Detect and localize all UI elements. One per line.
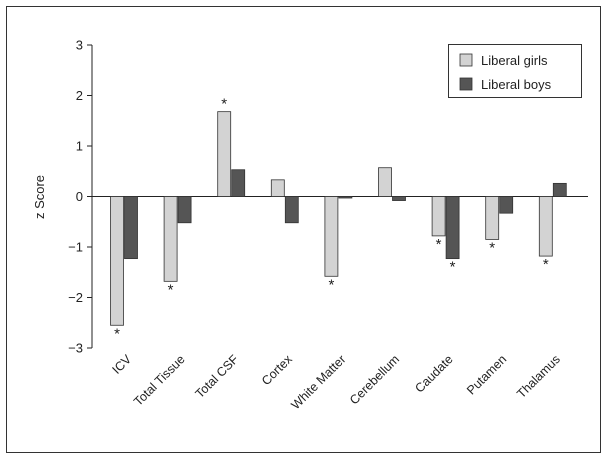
legend-swatch <box>459 77 473 91</box>
x-tick-label: Total CSF <box>193 352 242 401</box>
y-tick-label: −1 <box>68 240 83 255</box>
legend-label: Liberal girls <box>481 53 548 68</box>
x-tick-label: Caudate <box>412 352 455 395</box>
bar-boys-cerebellum <box>392 196 406 201</box>
legend-label: Liberal boys <box>481 77 552 92</box>
bar-boys-cortex <box>284 196 299 224</box>
x-tick-label: Cerebellum <box>347 352 402 407</box>
x-tick-label: White Matter <box>289 352 349 412</box>
significance-star: * <box>543 256 549 273</box>
bar-girls-icv <box>110 196 124 326</box>
bar-boys-icv <box>124 196 138 260</box>
bar-boys-caudate <box>445 196 460 260</box>
y-tick-label: −2 <box>68 290 83 305</box>
bars <box>110 111 567 326</box>
significance-star: * <box>436 236 442 253</box>
bar-boys-putamen <box>499 196 514 214</box>
x-tick-label: Total Tissue <box>131 352 188 409</box>
significance-star: * <box>450 259 456 276</box>
bar-girls-total-csf <box>217 111 232 197</box>
significance-star: * <box>168 281 174 298</box>
x-tick-label: Thalamus <box>514 352 563 401</box>
y-tick-label: 2 <box>76 88 83 103</box>
bar-boys-total-tissue <box>177 196 192 224</box>
significance-star: * <box>114 325 120 342</box>
bar-girls-cortex <box>270 179 285 197</box>
bar-boys-total-csf <box>231 169 246 197</box>
y-tick-label: −3 <box>68 341 83 356</box>
significance-star: * <box>489 239 495 256</box>
x-tick-label: ICV <box>109 352 134 377</box>
bar-boys-white-matter <box>338 196 353 199</box>
y-tick-label: 3 <box>76 38 83 53</box>
legend-swatch <box>459 53 473 67</box>
y-axis-label: z Score <box>32 175 47 219</box>
significance-star: * <box>221 96 227 113</box>
x-tick-label: Cortex <box>259 352 295 388</box>
bar-girls-caudate <box>431 196 446 237</box>
bar-girls-total-tissue <box>163 196 178 282</box>
bar-girls-putamen <box>485 196 500 240</box>
significance-star: * <box>328 276 334 293</box>
bar-girls-thalamus <box>538 196 553 257</box>
bar-girls-white-matter <box>324 196 339 277</box>
bar-girls-cerebellum <box>378 167 392 197</box>
legend: Liberal girls Liberal boys <box>448 44 582 98</box>
x-tick-label: Putamen <box>464 352 509 397</box>
y-tick-label: 0 <box>76 189 83 204</box>
bar-boys-thalamus <box>552 182 567 197</box>
y-tick-label: 1 <box>76 139 83 154</box>
significance-markers: * * * * * * * * <box>114 96 549 343</box>
